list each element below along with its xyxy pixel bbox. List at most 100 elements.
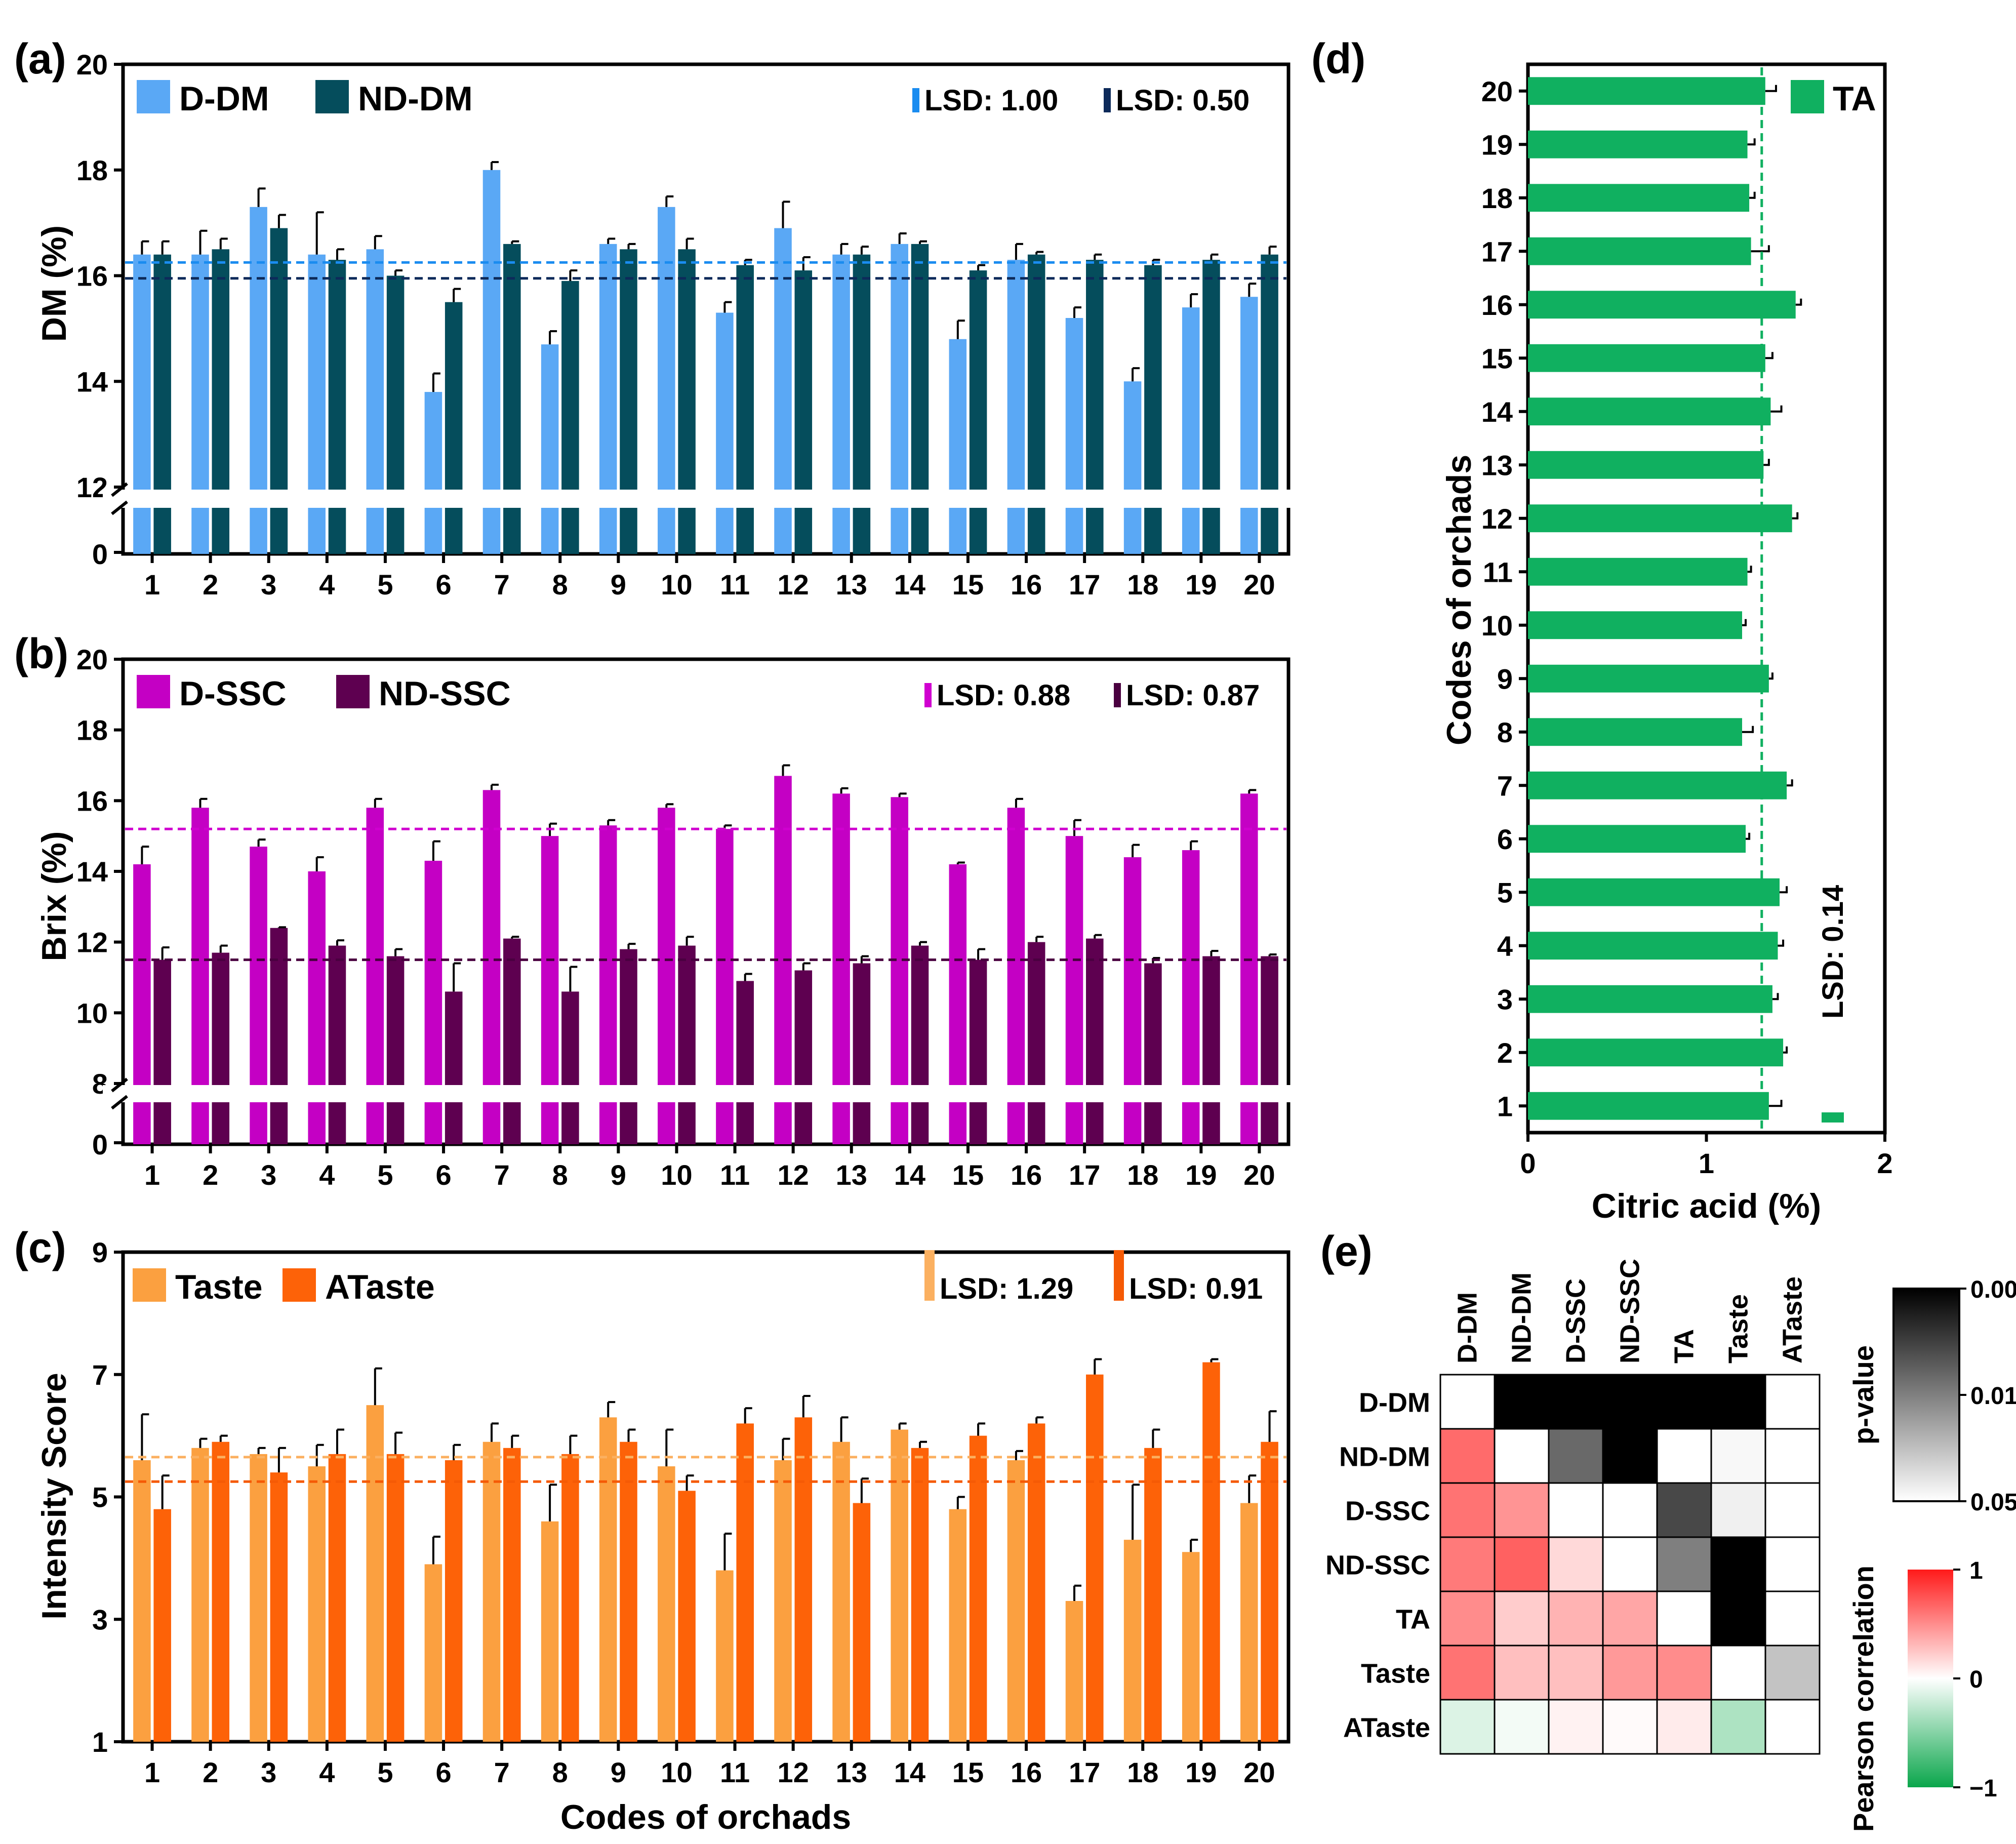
bar-nd-dm-8 [561, 280, 579, 554]
bar-taste-7 [482, 1441, 501, 1742]
legend-label-ta: TA [1833, 79, 1876, 118]
bar-nd-dm-15 [969, 270, 987, 554]
x-tick-label: 16 [1011, 1756, 1042, 1788]
x-tick-label: 1 [144, 1756, 160, 1788]
bar-ataste-17 [1086, 1374, 1104, 1742]
y-tick-label: 18 [1481, 182, 1513, 214]
y-tick-label: 18 [76, 154, 108, 186]
y-tick-label: 20 [76, 49, 108, 81]
x-tick-label: 3 [261, 569, 276, 600]
heatmap-cell [1710, 1536, 1766, 1592]
bar-taste-1 [133, 1460, 151, 1742]
heatmap-cell [1439, 1428, 1496, 1484]
lsd-swatch [912, 88, 919, 112]
bar-ataste-13 [853, 1503, 871, 1742]
bar-nd-ssc-7 [503, 938, 521, 1144]
x-tick-label: 8 [552, 1756, 568, 1788]
bar-taste-9 [599, 1417, 617, 1742]
heatmap-cell [1710, 1590, 1766, 1647]
axis-break-gap [121, 490, 1291, 508]
y-tick-label: 4 [1497, 930, 1513, 962]
heatmap-cell [1710, 1699, 1766, 1755]
x-tick-label: 5 [377, 1756, 393, 1788]
x-tick-label: 5 [377, 1159, 393, 1191]
heatmap-cell [1602, 1590, 1658, 1647]
bar-nd-ssc-19 [1202, 956, 1220, 1144]
x-tick-label: 4 [319, 1159, 335, 1191]
heatmap-cell [1439, 1374, 1496, 1430]
y-tick-label: 3 [92, 1604, 108, 1635]
bar-d-dm-5 [366, 249, 384, 554]
bar-nd-ssc-5 [386, 956, 405, 1144]
heatmap-cell [1548, 1536, 1604, 1592]
x-tick-label: 13 [836, 569, 867, 600]
x-tick-label: 0 [1520, 1147, 1536, 1179]
bar-d-dm-16 [1007, 260, 1025, 554]
bar-taste-6 [424, 1564, 442, 1742]
bar-ataste-2 [212, 1441, 230, 1742]
heatmap-row-label: TA [1396, 1605, 1430, 1635]
y-tick-label: 12 [76, 471, 108, 503]
bar-nd-dm-9 [620, 249, 637, 554]
bar-nd-dm-2 [212, 249, 230, 554]
legend-swatch-ta [1791, 80, 1824, 113]
x-tick-label: 16 [1011, 1159, 1042, 1191]
axis-break-gap [121, 1085, 1291, 1102]
y-tick-label: 10 [76, 997, 108, 1029]
x-tick-label: 14 [894, 1756, 925, 1788]
bar-ta-8 [1528, 718, 1742, 746]
y-tick-label: 12 [76, 927, 108, 958]
bar-nd-dm-5 [386, 275, 405, 554]
heatmap-cell [1602, 1482, 1658, 1538]
heatmap-row-label: D-DM [1359, 1388, 1430, 1418]
bar-nd-ssc-20 [1261, 956, 1278, 1144]
x-axis-label: Codes of orchads [560, 1798, 851, 1836]
x-tick-label: 19 [1185, 1159, 1217, 1191]
x-tick-label: 13 [836, 1756, 867, 1788]
bar-taste-10 [658, 1466, 675, 1742]
lsd-label: LSD: 0.88 [937, 679, 1070, 712]
bar-ataste-1 [153, 1509, 171, 1742]
y-tick-label: 3 [1497, 983, 1513, 1015]
bar-d-dm-1 [133, 254, 151, 554]
heatmap-cell [1439, 1536, 1496, 1592]
bar-d-dm-2 [191, 254, 209, 554]
legend-swatch-d-dm [137, 80, 170, 113]
x-tick-label: 8 [552, 1159, 568, 1191]
bar-d-dm-13 [832, 254, 850, 554]
bar-ta-18 [1528, 184, 1750, 212]
bar-nd-ssc-2 [212, 952, 230, 1144]
heatmap-cell [1764, 1374, 1821, 1430]
x-tick-label: 1 [1699, 1147, 1714, 1179]
heatmap-cell [1494, 1374, 1550, 1430]
bar-taste-8 [541, 1521, 559, 1742]
heatmap-cell [1764, 1699, 1821, 1755]
y-tick-label: 7 [92, 1359, 108, 1391]
legend-label-ataste: ATaste [325, 1268, 435, 1306]
bar-d-dm-20 [1240, 297, 1258, 554]
axis-break-mark [111, 500, 128, 515]
bar-ta-17 [1528, 237, 1751, 265]
legend-label-nd-ssc: ND-SSC [379, 674, 511, 713]
x-tick-label: 12 [778, 569, 809, 600]
x-tick-label: 19 [1185, 569, 1217, 600]
heatmap-cell [1494, 1428, 1550, 1484]
bar-taste-20 [1240, 1503, 1258, 1742]
bar-ta-3 [1528, 985, 1772, 1013]
bar-taste-5 [366, 1405, 384, 1742]
bar-nd-dm-12 [794, 270, 813, 554]
bar-d-dm-6 [424, 392, 442, 554]
x-tick-label: 6 [435, 1756, 451, 1788]
bar-taste-17 [1065, 1600, 1083, 1742]
legend-label-taste: Taste [175, 1268, 263, 1306]
x-tick-label: 13 [836, 1159, 867, 1191]
bar-ta-7 [1528, 771, 1787, 799]
heatmap-cell [1439, 1590, 1496, 1647]
bar-nd-dm-1 [153, 254, 171, 554]
panel-label: (e) [1320, 1227, 1373, 1275]
bar-taste-2 [191, 1448, 209, 1742]
y-tick-label: 0 [92, 538, 108, 570]
y-tick-label: 14 [1481, 396, 1513, 428]
x-tick-label: 12 [778, 1756, 809, 1788]
